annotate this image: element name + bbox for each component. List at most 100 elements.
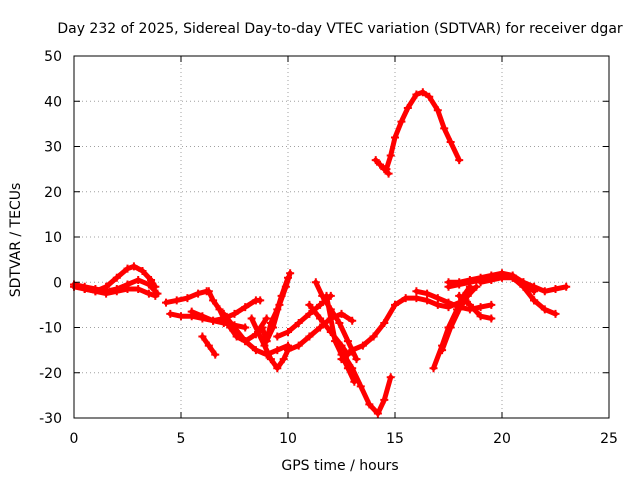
data-point [463, 291, 472, 300]
data-point [209, 296, 218, 305]
data-point [348, 316, 357, 325]
y-tick-label: -20 [39, 366, 62, 382]
data-point [412, 90, 421, 99]
data-point [369, 332, 378, 341]
data-point [204, 341, 213, 350]
data-point [219, 309, 228, 318]
data-point [151, 291, 160, 300]
data-point [356, 382, 365, 391]
series-arc-3 [80, 285, 160, 300]
data-point [123, 285, 132, 294]
data-point [147, 275, 156, 284]
data-point [316, 300, 325, 309]
y-tick-label: 10 [44, 230, 62, 246]
data-point [241, 303, 250, 312]
data-point [211, 350, 220, 359]
data-point [177, 312, 185, 321]
data-point [423, 289, 432, 298]
y-tick-label: -30 [39, 411, 62, 427]
data-point [331, 337, 340, 346]
data-point [423, 296, 432, 305]
data-point [194, 289, 203, 298]
data-point [433, 300, 442, 309]
data-point [508, 273, 517, 282]
data-point [397, 117, 406, 126]
data-point [204, 287, 213, 296]
data-point [138, 266, 147, 275]
data-point [187, 307, 196, 316]
data-point [412, 294, 421, 303]
data-point [472, 282, 481, 291]
data-point [433, 294, 442, 303]
data-point [162, 298, 171, 307]
data-point [230, 323, 239, 332]
data-point [273, 332, 282, 341]
data-point [134, 275, 143, 284]
data-point [487, 275, 496, 284]
data-point [371, 156, 380, 165]
series-arc-10 [247, 314, 292, 373]
data-point [403, 104, 412, 113]
x-tick-label: 10 [279, 431, 297, 447]
data-point [269, 323, 278, 332]
data-point [440, 124, 449, 133]
data-point [438, 346, 447, 355]
data-point [455, 278, 464, 287]
series-arc-23 [455, 291, 496, 323]
data-point [209, 316, 218, 325]
data-point [476, 312, 485, 321]
data-point [286, 269, 295, 278]
data-point [384, 169, 393, 178]
y-tick-label: 0 [53, 275, 62, 291]
data-point [284, 346, 292, 355]
data-point [455, 291, 464, 300]
data-point [262, 314, 271, 323]
data-point [262, 337, 271, 346]
data-point [166, 309, 175, 318]
data-point [273, 364, 282, 373]
data-point [337, 309, 346, 318]
data-point [311, 278, 320, 287]
data-point [380, 318, 389, 327]
data-point [382, 165, 391, 174]
data-point [391, 300, 399, 309]
data-point [284, 328, 292, 337]
data-point [352, 355, 361, 364]
y-tick-label: 30 [44, 140, 62, 156]
data-point [401, 294, 410, 303]
data-point [316, 323, 325, 332]
data-point [487, 300, 496, 309]
data-point [273, 346, 282, 355]
data-point [530, 282, 539, 291]
y-tick-labels: -30 -20 -10 0 10 20 30 40 50 [39, 49, 62, 427]
axis-ticks [73, 55, 610, 419]
data-point [144, 289, 153, 298]
data-point [251, 346, 260, 355]
data-point [358, 341, 367, 350]
data-point [343, 337, 352, 346]
data-point [305, 300, 314, 309]
series-arc-26 [476, 273, 571, 296]
y-tick-label: 40 [44, 94, 62, 110]
x-axis-label: GPS time / hours [281, 458, 398, 474]
data-point [391, 133, 399, 142]
data-point [455, 156, 464, 165]
data-point [433, 106, 442, 115]
series-arc-20 [412, 287, 496, 314]
grid-lines [74, 56, 609, 418]
x-tick-label: 15 [386, 431, 404, 447]
data-point [446, 323, 455, 332]
series-line [456, 293, 494, 321]
data-point [335, 318, 344, 327]
data-point [294, 318, 303, 327]
data-point [412, 287, 421, 296]
data-point [305, 332, 314, 341]
series-arc-12 [262, 269, 295, 346]
series-line [274, 293, 334, 340]
data-point [112, 287, 121, 296]
data-point [551, 285, 560, 294]
series-arc-16 [311, 278, 361, 364]
data-point [279, 355, 288, 364]
data-point [316, 314, 325, 323]
data-point [444, 298, 453, 307]
